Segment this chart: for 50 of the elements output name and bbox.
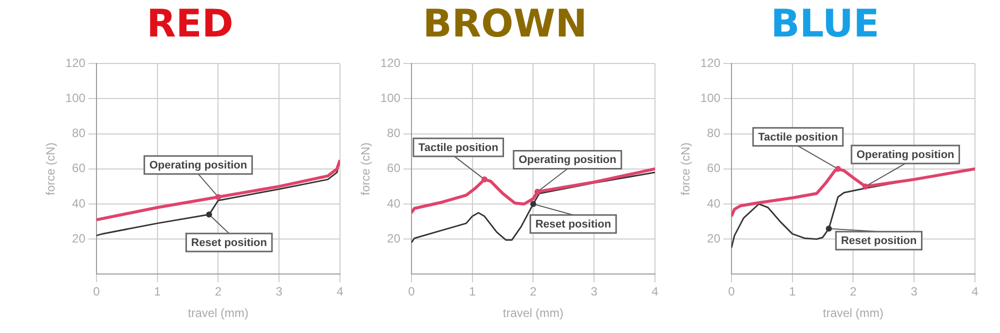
chart-title: RED [146,2,234,46]
annotation: Operating position [518,154,617,166]
x-tick-label: 4 [336,284,344,299]
y-tick-label: 20 [72,231,86,246]
annotation: Operating position [856,148,955,161]
y-tick-label: 120 [380,56,401,70]
annotation: Tactile position [418,142,499,154]
chart-title: BLUE [770,2,880,46]
y-axis-title: force (cN) [44,142,58,196]
y-tick-label: 40 [387,196,401,210]
x-tick-label: 4 [652,284,659,299]
y-tick-label: 40 [72,196,86,210]
y-tick-label: 60 [72,161,86,176]
x-axis-title: travel (mm) [822,306,884,320]
x-tick-label: 2 [850,284,857,299]
y-tick-label: 100 [700,91,721,106]
x-tick-label: 3 [590,284,598,299]
annotation: Reset position [535,218,612,231]
y-tick-label: 80 [72,126,86,140]
x-tick-label: 2 [530,284,537,299]
x-axis-title: travel (mm) [188,306,249,320]
annotation: Reset position [191,237,268,250]
chart-title: BROWN [422,2,588,46]
y-tick-label: 100 [380,91,401,106]
y-axis-title: force (cN) [678,142,693,196]
y-tick-label: 120 [65,56,86,70]
y-tick-label: 60 [707,161,721,176]
x-tick-label: 0 [93,284,100,299]
x-tick-label: 3 [910,284,918,299]
x-tick-label: 4 [972,284,979,299]
y-tick-label: 80 [707,126,721,140]
y-tick-label: 20 [387,231,401,246]
y-tick-label: 20 [707,231,721,246]
x-tick-label: 1 [154,284,161,299]
annotation: Tactile position [758,131,838,144]
y-axis-title: force (cN) [358,142,373,196]
x-tick-label: 3 [276,284,283,299]
y-tick-label: 60 [387,161,401,176]
x-axis-title: travel (mm) [502,306,564,320]
y-tick-label: 80 [387,126,401,140]
y-tick-label: 100 [65,91,86,106]
x-tick-label: 2 [214,284,222,299]
y-tick-label: 120 [700,56,721,70]
x-tick-label: 1 [468,284,476,299]
x-tick-label: 0 [728,284,736,299]
annotation: Reset position [840,235,918,248]
x-tick-label: 0 [408,284,416,299]
y-tick-label: 40 [707,196,721,210]
annotation: Operating position [149,160,248,172]
x-tick-label: 1 [788,284,796,299]
